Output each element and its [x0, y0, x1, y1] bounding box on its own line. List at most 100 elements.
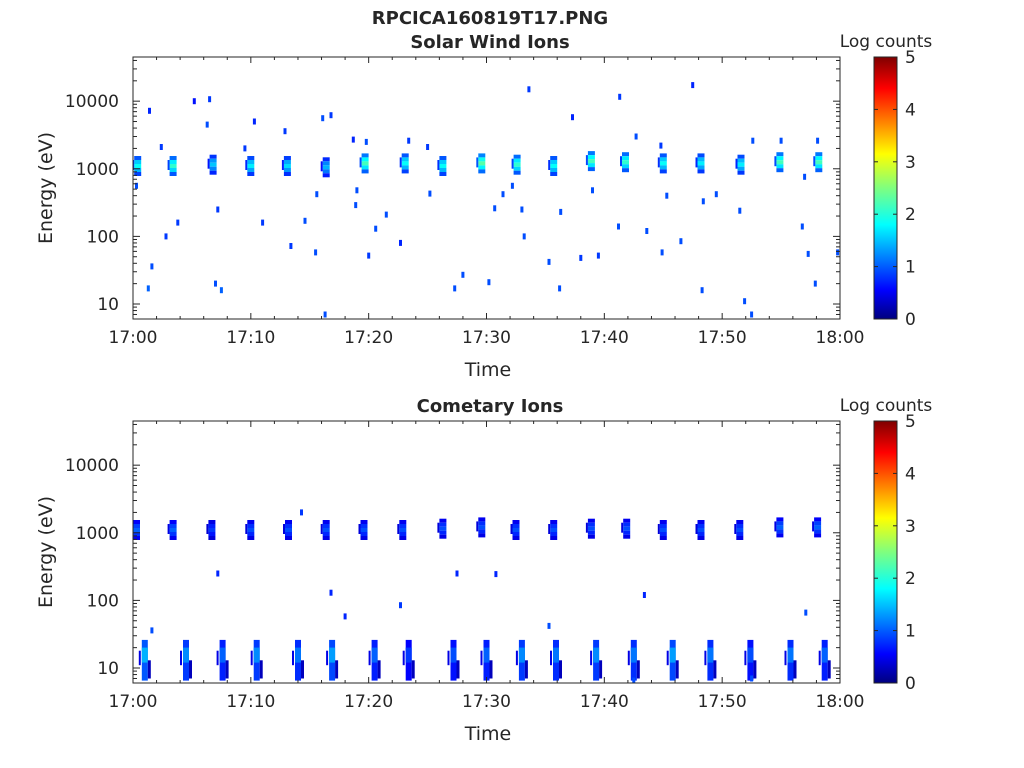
heatmap-burst: [133, 156, 142, 176]
heatmap-speck: [700, 287, 704, 294]
heatmap-speck: [455, 570, 459, 577]
heatmap-band: [402, 639, 415, 681]
panel-title-cometary: Cometary Ions: [417, 396, 564, 417]
axes-solar-wind: 17:00 17:10 17:20 17:30 17:40 17:50 18:00 10 100…: [65, 57, 865, 348]
heatmap-speck: [216, 570, 220, 577]
heatmap-burst: [207, 154, 217, 175]
colorbar-tick-label: 2: [905, 569, 916, 589]
heatmap-speck: [261, 219, 265, 226]
heatmap-burst: [167, 156, 177, 176]
heatmap-burst: [510, 520, 520, 540]
heatmap-speck: [208, 96, 212, 103]
heatmap-speck: [617, 223, 620, 230]
heatmap-band: [818, 639, 831, 681]
heatmap-burst: [774, 517, 784, 538]
colorbar-tick-label: 3: [905, 153, 916, 173]
heatmap-speck: [493, 205, 497, 212]
x-tick-label: 17:40: [580, 692, 629, 712]
heatmap-speck: [214, 280, 217, 287]
x-axis-label-solar-wind: Time: [464, 359, 512, 381]
heatmap-speck: [665, 192, 669, 199]
heatmap-speck: [813, 280, 817, 287]
heatmap-speck: [591, 187, 594, 194]
heatmap-burst: [734, 520, 744, 540]
colorbar-tick-label: 0: [905, 310, 916, 330]
y-tick-label: 10: [97, 659, 119, 679]
heatmap-speck: [216, 206, 220, 213]
heatmap-band: [744, 639, 757, 681]
heatmap-band: [627, 639, 640, 681]
heatmap-speck: [354, 202, 358, 209]
heatmap-speck: [146, 285, 150, 292]
x-tick-label: 17:30: [462, 328, 511, 348]
colorbar-tick-label: 4: [905, 464, 916, 484]
heatmap-burst: [511, 154, 521, 175]
heatmap-speck: [547, 622, 551, 629]
heatmap-speck: [806, 250, 810, 257]
heatmap-speck: [252, 118, 256, 125]
heatmap-speck: [558, 285, 562, 292]
y-tick-label: 1000: [76, 160, 119, 180]
colorbar-label-cometary: Log counts: [840, 396, 933, 416]
x-tick-label: 17:30: [462, 692, 511, 712]
heatmap-speck: [800, 223, 804, 230]
heatmap-burst: [283, 520, 292, 540]
heatmap-burst: [437, 518, 447, 539]
heatmap-speck: [804, 609, 808, 616]
heatmap-burst: [774, 152, 784, 173]
colorbar-tick-label: 5: [905, 48, 916, 68]
heatmap-burst: [585, 518, 595, 539]
heatmap-burst: [585, 151, 595, 172]
x-tick-label: 17:00: [109, 328, 158, 348]
heatmap-speck: [520, 206, 524, 213]
colorbar-tick-label: 1: [905, 258, 916, 278]
y-tick-label: 10: [97, 295, 119, 315]
heatmap-speck: [355, 187, 359, 194]
heatmap-band: [480, 639, 493, 681]
y-tick-label: 10000: [65, 92, 119, 112]
heatmap-speck: [660, 249, 664, 256]
heatmap-speck: [150, 627, 154, 634]
heatmap-speck: [691, 82, 695, 89]
heatmap-speck: [303, 217, 307, 224]
heatmap-speck: [701, 198, 705, 205]
heatmap-speck: [487, 279, 491, 286]
heatmap-speck: [321, 115, 325, 122]
colorbar-tick-label: 5: [905, 412, 916, 432]
x-tick-label: 17:40: [580, 328, 629, 348]
heatmap-speck: [743, 298, 747, 305]
heatmap-speck: [461, 271, 465, 278]
y-tick-label: 1000: [76, 524, 119, 544]
heatmap-speck: [148, 107, 151, 114]
heatmap-band: [666, 639, 679, 681]
heatmap-speck: [399, 239, 402, 246]
heatmap-band: [368, 639, 381, 681]
heatmap-band: [515, 639, 528, 681]
heatmap-speck: [135, 182, 138, 189]
heatmap-speck: [329, 589, 333, 596]
heatmap-burst: [548, 156, 558, 176]
heatmap-speck: [750, 311, 754, 318]
heatmap-speck: [164, 233, 168, 240]
heatmap-speck: [374, 225, 378, 232]
heatmap-speck: [632, 677, 636, 683]
heatmap-burst: [437, 156, 447, 176]
heatmap-burst: [695, 520, 705, 540]
y-tick-label: 100: [87, 227, 119, 247]
heatmap-speck: [243, 145, 247, 152]
heatmap-burst: [133, 520, 140, 540]
heatmap-burst: [476, 153, 486, 174]
heatmap-band: [180, 639, 192, 681]
heatmap-speck: [836, 249, 840, 256]
heatmap-speck: [501, 191, 505, 198]
heatmap-solar-wind: [133, 82, 840, 318]
figure-title: RPCICA160819T17.PNG: [372, 8, 608, 29]
heatmap-speck: [150, 263, 154, 270]
heatmap-burst: [245, 520, 255, 540]
colorbar-cometary: [873, 420, 898, 684]
heatmap-speck: [579, 254, 583, 261]
heatmap-speck: [779, 137, 783, 144]
heatmap-speck: [176, 219, 180, 226]
heatmap-band: [292, 639, 304, 681]
heatmap-speck: [364, 138, 368, 145]
